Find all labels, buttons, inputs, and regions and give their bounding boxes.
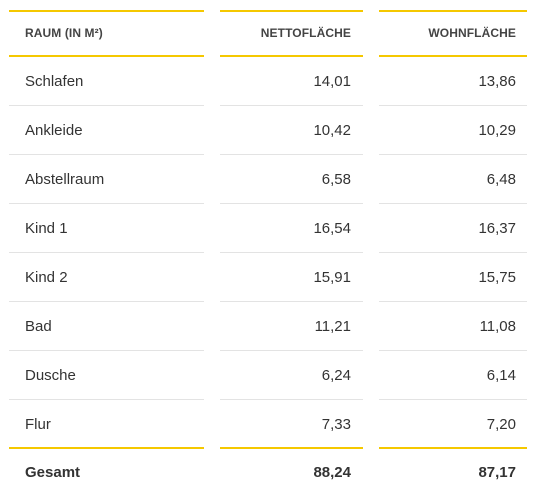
row-divider-line: [9, 301, 204, 302]
table-header: RAUM (IN M²) NETTOFLÄCHE WOHNFLÄCHE: [0, 11, 536, 55]
row-divider-line: [220, 350, 363, 351]
living-area-cell: 15,75: [478, 268, 516, 286]
table-row: Kind 2 15,91 15,75: [0, 253, 536, 301]
table-row: Dusche 6,24 6,14: [0, 351, 536, 399]
row-divider-line: [379, 252, 527, 253]
living-area-cell: 6,48: [486, 170, 516, 188]
net-area-cell: 16,54: [313, 219, 351, 237]
net-area-cell: 10,42: [313, 121, 351, 139]
total-divider-line: [220, 447, 363, 449]
living-area-cell: 11,08: [479, 317, 516, 335]
living-area-cell: 7,20: [486, 415, 516, 433]
row-divider-line: [220, 252, 363, 253]
row-divider-line: [9, 350, 204, 351]
header-top-line: [220, 10, 363, 12]
room-name-cell: Abstellraum: [25, 170, 105, 188]
room-name-cell: Flur: [25, 415, 51, 433]
row-divider-line: [9, 203, 204, 204]
living-area-cell: 16,37: [478, 219, 516, 237]
room-name-cell: Kind 1: [25, 219, 68, 237]
living-area-cell: 6,14: [486, 366, 516, 384]
row-divider-line: [9, 252, 204, 253]
header-bottom-line: [379, 55, 527, 57]
header-bottom-line: [9, 55, 204, 57]
header-bottom-line: [220, 55, 363, 57]
row-divider-line: [379, 301, 527, 302]
total-living-area: 87,17: [478, 464, 516, 481]
total-divider-line: [379, 447, 527, 449]
table-row: Abstellraum 6,58 6,48: [0, 155, 536, 203]
row-divider-line: [379, 203, 527, 204]
row-divider-line: [379, 350, 527, 351]
net-area-cell: 11,21: [314, 317, 351, 335]
header-top-line: [379, 10, 527, 12]
table-row: Schlafen 14,01 13,86: [0, 57, 536, 105]
room-name-cell: Kind 2: [25, 268, 68, 286]
column-header-living-area: WOHNFLÄCHE: [428, 26, 516, 40]
row-divider-line: [220, 154, 363, 155]
column-header-net-area: NETTOFLÄCHE: [260, 26, 351, 40]
table-total-row: Gesamt 88,24 87,17: [0, 448, 536, 497]
net-area-cell: 7,33: [321, 415, 351, 433]
row-divider-line: [9, 154, 204, 155]
room-name-cell: Bad: [25, 317, 52, 335]
net-area-cell: 6,58: [321, 170, 351, 188]
row-divider-line: [379, 105, 527, 106]
row-divider-line: [220, 105, 363, 106]
total-divider-line: [9, 447, 204, 449]
room-name-cell: Schlafen: [25, 72, 84, 90]
table-row: Flur 7,33 7,20: [0, 400, 536, 448]
living-area-cell: 13,86: [478, 72, 516, 90]
room-name-cell: Ankleide: [25, 121, 83, 139]
row-divider-line: [220, 301, 363, 302]
room-name-cell: Dusche: [25, 366, 76, 384]
row-divider-line: [379, 399, 527, 400]
table-row: Kind 1 16,54 16,37: [0, 204, 536, 252]
row-divider-line: [9, 399, 204, 400]
row-divider-line: [9, 105, 204, 106]
living-area-cell: 10,29: [478, 121, 516, 139]
net-area-cell: 6,24: [321, 366, 351, 384]
net-area-cell: 14,01: [313, 72, 351, 90]
net-area-cell: 15,91: [313, 268, 351, 286]
header-top-line: [9, 10, 204, 12]
total-net-area: 88,24: [313, 464, 351, 481]
row-divider-line: [220, 203, 363, 204]
column-header-room: RAUM (IN M²): [25, 26, 103, 40]
row-divider-line: [220, 399, 363, 400]
total-label: Gesamt: [25, 464, 81, 481]
row-divider-line: [379, 154, 527, 155]
table-row: Bad 11,21 11,08: [0, 302, 536, 350]
table-row: Ankleide 10,42 10,29: [0, 106, 536, 154]
